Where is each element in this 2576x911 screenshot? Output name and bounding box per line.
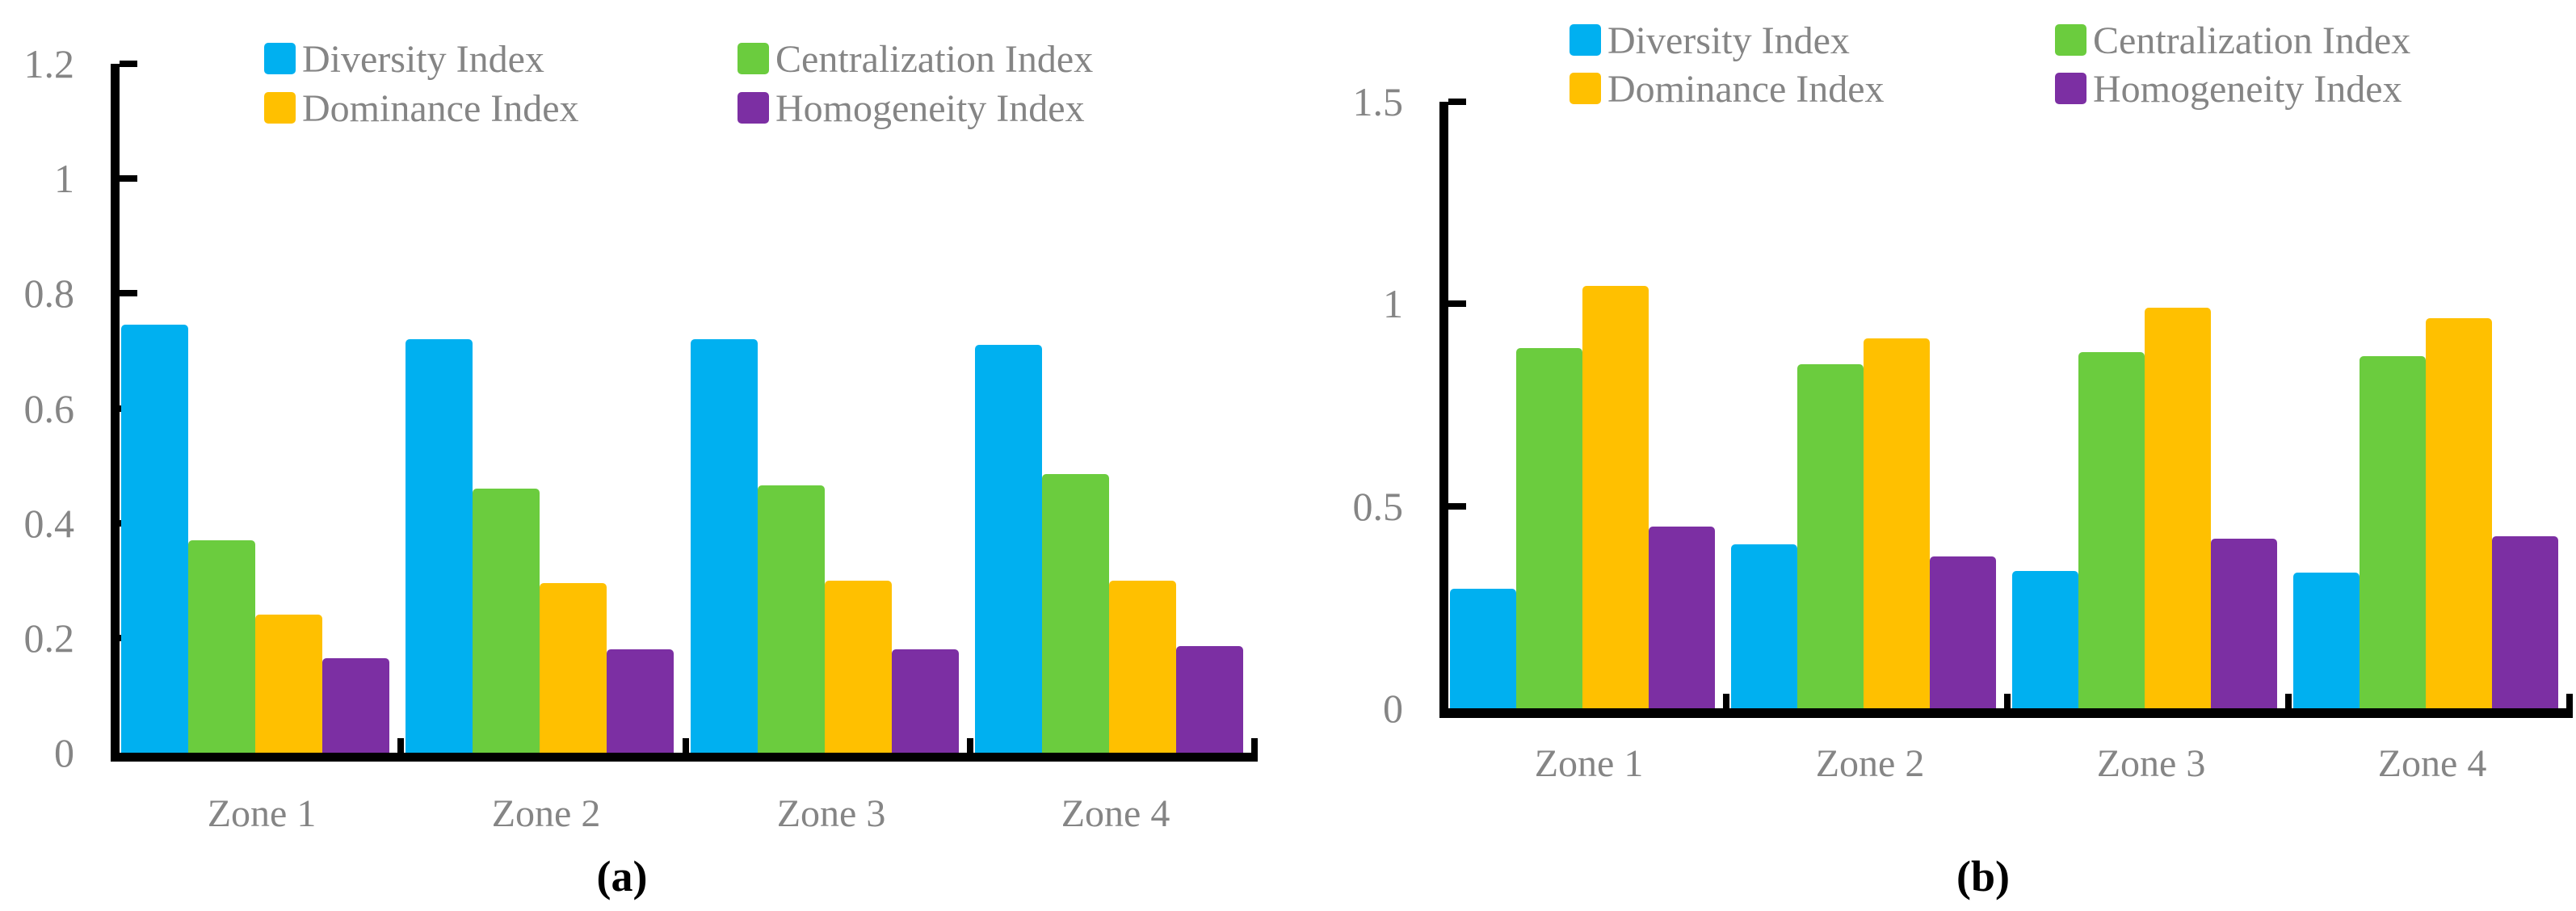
x-category-label: Zone 2 — [1815, 742, 1925, 785]
bar-yellow-1 — [1582, 286, 1649, 708]
legend-label: Homogeneity Index — [2093, 68, 2402, 111]
bar-purple-1 — [322, 658, 389, 753]
bar-purple-3 — [892, 649, 959, 753]
legend-swatch-yellow-icon — [1570, 73, 1601, 104]
bar-yellow-1 — [255, 615, 322, 753]
x-category-label: Zone 1 — [1534, 742, 1644, 785]
x-category-label: Zone 4 — [2377, 742, 2487, 785]
bar-yellow-3 — [825, 581, 892, 753]
legend-label: Diversity Index — [1607, 19, 1850, 62]
y-tick-mark — [120, 290, 137, 296]
x-axis — [1439, 708, 2573, 718]
bar-blue-1 — [121, 325, 188, 753]
y-tick-mark — [1448, 99, 1466, 105]
legend-swatch-green-icon — [738, 43, 769, 74]
x-tick-mark — [2004, 694, 2011, 708]
bar-green-1 — [188, 540, 255, 753]
bar-green-3 — [2078, 352, 2145, 708]
y-tick-label: 0 — [1383, 686, 1403, 731]
bar-yellow-3 — [2145, 308, 2211, 708]
y-tick-label: 0 — [54, 730, 74, 775]
bar-purple-2 — [1930, 556, 1996, 708]
bar-green-1 — [1516, 348, 1582, 708]
y-tick-label: 0.8 — [23, 271, 75, 316]
legend-swatch-purple-icon — [2055, 73, 2086, 104]
bar-green-3 — [758, 485, 825, 753]
x-category-label: Zone 2 — [491, 792, 601, 835]
y-tick-label: 0.5 — [1352, 484, 1404, 529]
y-tick-label: 1.2 — [23, 41, 75, 86]
bar-green-4 — [1042, 474, 1109, 753]
x-axis — [111, 753, 1258, 762]
x-tick-mark — [1251, 738, 1258, 753]
bar-yellow-4 — [2426, 318, 2492, 708]
legend-label: Dominance Index — [302, 87, 579, 130]
y-axis — [111, 64, 120, 762]
bar-green-2 — [1797, 364, 1864, 708]
y-tick-mark — [1448, 503, 1466, 510]
y-tick-label: 1 — [1383, 281, 1403, 326]
panel-label-b: (b) — [1956, 852, 2010, 901]
legend-label: Centralization Index — [775, 38, 1094, 81]
panel-label-a: (a) — [596, 852, 648, 901]
legend-label: Dominance Index — [1607, 68, 1885, 111]
legend-swatch-blue-icon — [1570, 24, 1601, 56]
bar-purple-2 — [607, 649, 674, 753]
bar-blue-1 — [1450, 589, 1516, 708]
bar-blue-4 — [975, 345, 1042, 753]
y-tick-label: 0.2 — [23, 615, 75, 661]
x-tick-mark — [397, 738, 404, 753]
y-tick-label: 0.6 — [23, 386, 75, 431]
legend-label: Centralization Index — [2093, 19, 2411, 62]
bar-blue-4 — [2293, 573, 2360, 708]
legend-swatch-yellow-icon — [264, 92, 296, 124]
legend-swatch-purple-icon — [738, 92, 769, 124]
bar-yellow-4 — [1109, 581, 1176, 753]
y-tick-mark — [120, 175, 137, 182]
legend-label: Homogeneity Index — [775, 87, 1085, 130]
bar-purple-4 — [1176, 646, 1243, 753]
x-tick-mark — [1723, 694, 1729, 708]
bar-yellow-2 — [540, 583, 607, 753]
x-tick-mark — [2566, 694, 2573, 708]
x-tick-mark — [967, 738, 973, 753]
x-tick-mark — [2285, 694, 2292, 708]
y-tick-label: 1.5 — [1352, 79, 1404, 124]
legend-swatch-blue-icon — [264, 43, 296, 74]
bar-blue-2 — [406, 339, 473, 753]
bar-green-4 — [2360, 356, 2426, 708]
y-axis — [1439, 102, 1448, 718]
bar-blue-3 — [691, 339, 758, 753]
x-category-label: Zone 1 — [207, 792, 317, 835]
bar-blue-2 — [1731, 544, 1797, 708]
bar-yellow-2 — [1864, 338, 1930, 708]
x-category-label: Zone 4 — [1061, 792, 1170, 835]
bar-blue-3 — [2012, 571, 2078, 708]
bar-purple-4 — [2492, 536, 2558, 708]
y-tick-label: 1 — [54, 156, 74, 201]
y-tick-mark — [120, 61, 137, 67]
x-category-label: Zone 3 — [2096, 742, 2206, 785]
legend-swatch-green-icon — [2055, 24, 2086, 56]
y-tick-label: 0.4 — [23, 501, 75, 546]
bar-purple-1 — [1649, 527, 1715, 708]
legend-label: Diversity Index — [302, 38, 544, 81]
x-category-label: Zone 3 — [776, 792, 886, 835]
bar-purple-3 — [2211, 539, 2277, 708]
bar-green-2 — [473, 489, 540, 753]
x-tick-mark — [683, 738, 689, 753]
y-tick-mark — [1448, 300, 1466, 307]
